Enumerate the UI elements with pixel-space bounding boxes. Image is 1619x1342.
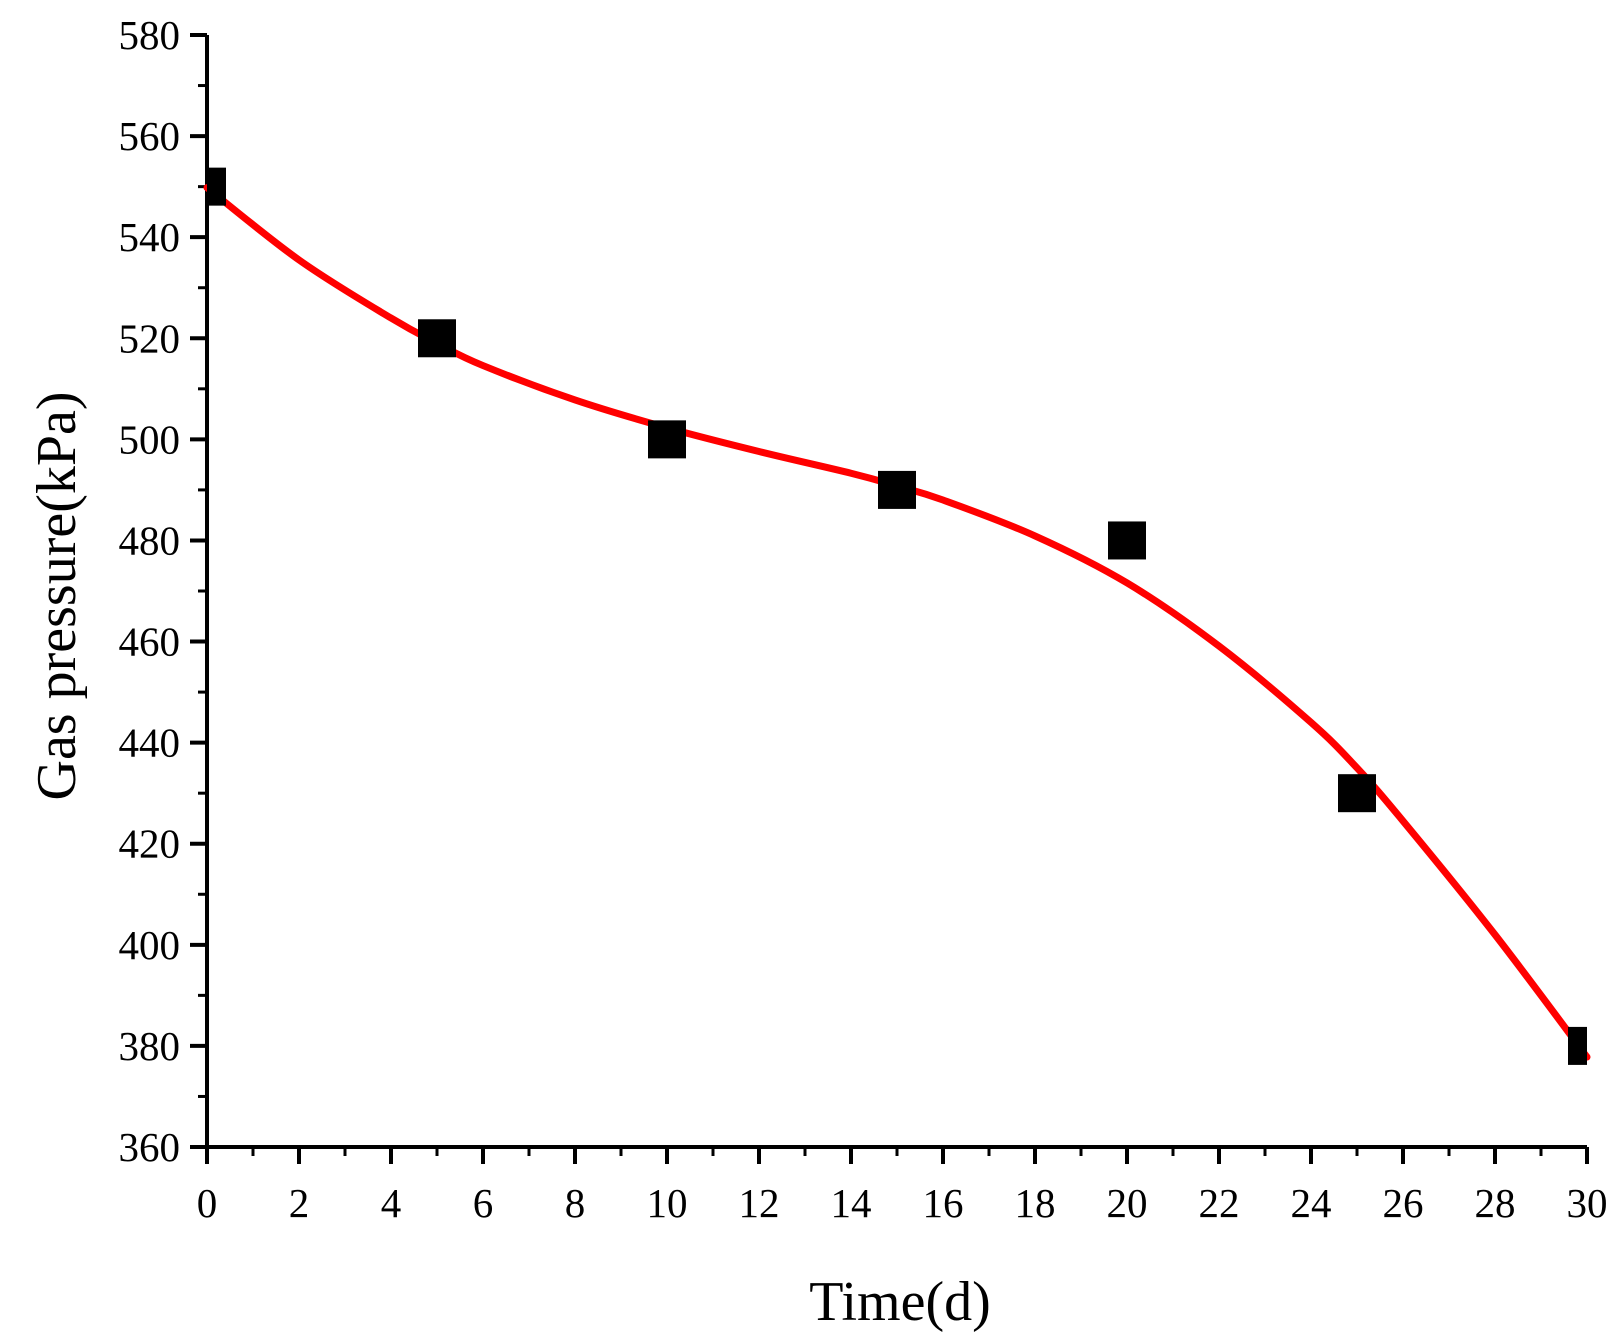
y-tick-label: 500 [119, 416, 181, 462]
data-point [1338, 774, 1376, 813]
x-tick-label: 6 [473, 1180, 494, 1226]
x-tick-label: 12 [739, 1180, 780, 1226]
data-markers [207, 167, 1587, 1065]
fit-curve [203, 184, 1591, 1061]
x-tick-label: 30 [1567, 1180, 1608, 1226]
tick-labels: 0 2 4 6 8 10 12 14 16 18 20 22 24 26 28 303603804004204… [119, 12, 1608, 1226]
y-tick-label: 460 [119, 619, 181, 665]
data-point [878, 470, 916, 509]
x-tick-label: 14 [831, 1180, 872, 1226]
y-tick-label: 520 [119, 315, 181, 361]
axes [205, 35, 1587, 1149]
x-tick-label: 16 [923, 1180, 964, 1226]
y-tick-label: 560 [119, 113, 181, 159]
x-tick-label: 10 [647, 1180, 688, 1226]
y-tick-label: 480 [119, 517, 181, 563]
x-tick-label: 20 [1107, 1180, 1148, 1226]
x-axis-title: Time(d) [809, 1271, 991, 1333]
data-point [648, 420, 686, 459]
y-tick-label: 400 [119, 922, 181, 968]
y-tick-label: 440 [119, 720, 181, 766]
x-tick-label: 28 [1475, 1180, 1516, 1226]
data-point [1568, 1026, 1587, 1065]
ticks [190, 33, 1589, 1164]
x-tick-label: 26 [1383, 1180, 1424, 1226]
x-tick-label: 24 [1291, 1180, 1332, 1226]
fit-line [203, 184, 1591, 1061]
y-tick-label: 540 [119, 214, 181, 260]
data-point [418, 319, 456, 358]
x-tick-label: 0 [197, 1180, 218, 1226]
y-tick-label: 580 [119, 12, 181, 58]
y-tick-label: 360 [119, 1124, 181, 1170]
y-axis-title: Gas pressure(kPa) [26, 392, 88, 801]
data-point [207, 167, 226, 206]
x-tick-label: 8 [565, 1180, 586, 1226]
x-tick-label: 22 [1199, 1180, 1240, 1226]
y-tick-label: 380 [119, 1023, 181, 1069]
x-tick-label: 2 [289, 1180, 310, 1226]
data-point [1108, 521, 1146, 560]
x-tick-label: 4 [381, 1180, 402, 1226]
y-tick-label: 420 [119, 821, 181, 867]
x-tick-label: 18 [1015, 1180, 1056, 1226]
